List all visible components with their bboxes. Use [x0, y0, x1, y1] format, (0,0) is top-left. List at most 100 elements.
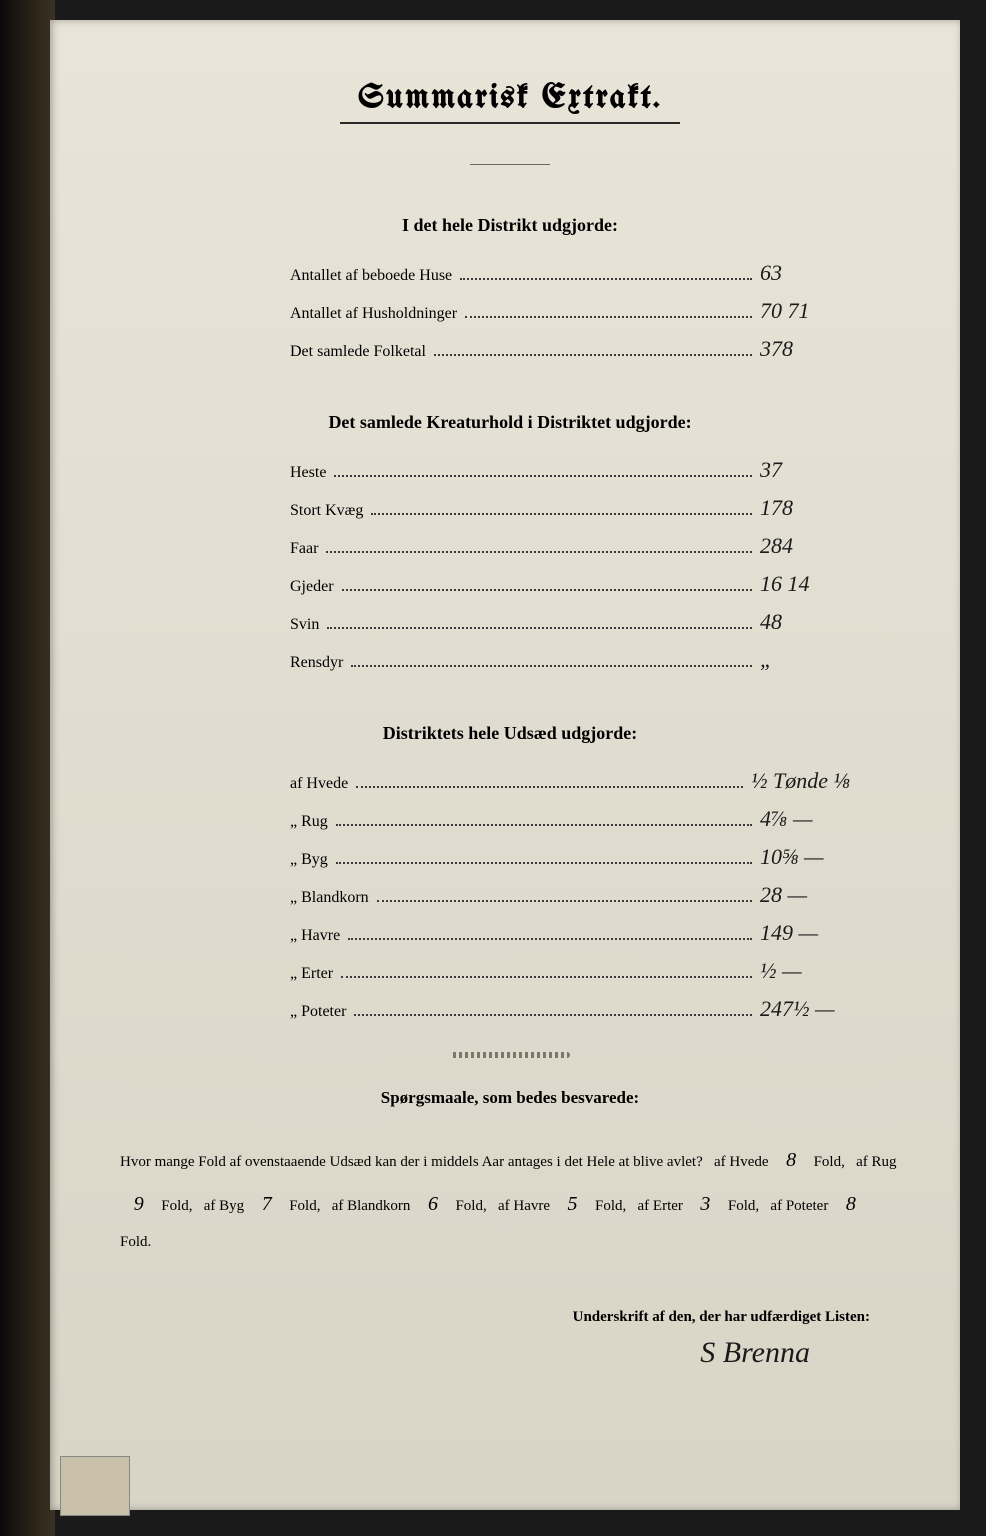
leader-dots [342, 589, 752, 591]
label: Antallet af Husholdninger [290, 305, 457, 323]
book-binding [0, 0, 55, 1536]
title-underline [340, 122, 680, 124]
row-houses: Antallet af beboede Huse 63 [290, 260, 850, 286]
leader-dots [336, 824, 752, 826]
page-tab [60, 1456, 130, 1516]
leader-dots [336, 862, 752, 864]
q-crop: af Poteter [770, 1198, 828, 1214]
label: Svin [290, 616, 319, 634]
q-fold: 9 [124, 1182, 154, 1226]
row-reindeer: Rensdyr „ [290, 647, 850, 673]
leader-dots [356, 786, 743, 788]
label: „ Rug [290, 813, 328, 831]
label: Faar [290, 540, 318, 558]
value: 10⅝ — [760, 844, 850, 870]
fold-word: Fold, [814, 1154, 845, 1170]
leader-dots [348, 938, 752, 940]
q-crop: af Erter [638, 1198, 683, 1214]
q-fold: 8 [836, 1182, 866, 1226]
label: Stort Kvæg [290, 502, 363, 520]
row-wheat: af Hvede ½ Tønde ⅛ [290, 768, 850, 794]
leader-dots [465, 316, 752, 318]
row-rye: „ Rug 4⅞ — [290, 806, 850, 832]
row-mixed-grain: „ Blandkorn 28 — [290, 882, 850, 908]
q-fold: 8 [776, 1138, 806, 1182]
q-fold: 5 [558, 1182, 588, 1226]
label: „ Havre [290, 927, 340, 945]
label: Rensdyr [290, 654, 343, 672]
value: 378 [760, 336, 850, 362]
label: „ Erter [290, 965, 333, 983]
leader-dots [377, 900, 752, 902]
leader-dots [354, 1014, 752, 1016]
leader-dots [326, 551, 752, 553]
value: 284 [760, 533, 850, 559]
page-title: Summarisk Extrakt. [110, 80, 910, 116]
value: ½ Tønde ⅛ [751, 768, 850, 794]
label: af Hvede [290, 775, 348, 793]
value: 178 [760, 495, 850, 521]
fold-word: Fold, [455, 1198, 486, 1214]
label: „ Blandkorn [290, 889, 369, 907]
row-potatoes: „ Poteter 247½ — [290, 996, 850, 1022]
label: Det samlede Folketal [290, 343, 426, 361]
signature-label: Underskrift af den, der har udfærdiget L… [110, 1309, 870, 1326]
fold-word: Fold, [595, 1198, 626, 1214]
signature-name: S Brenna [110, 1336, 810, 1370]
questions-body: Hvor mange Fold af ovenstaaende Udsæd ka… [110, 1138, 910, 1259]
value: 16 14 [760, 571, 850, 597]
leader-dots [371, 513, 752, 515]
value: 4⅞ — [760, 806, 850, 832]
row-cattle: Stort Kvæg 178 [290, 495, 850, 521]
section3-heading: Distriktets hele Udsæd udgjorde: [110, 723, 910, 744]
questions-heading: Spørgsmaale, som bedes besvarede: [110, 1088, 910, 1108]
leader-dots [341, 976, 752, 978]
ornament-rule [470, 164, 550, 165]
value: 247½ — [760, 996, 850, 1022]
row-oats: „ Havre 149 — [290, 920, 850, 946]
ornament-wavy [450, 1052, 570, 1058]
value: 70 71 [760, 298, 850, 324]
row-population: Det samlede Folketal 378 [290, 336, 850, 362]
row-households: Antallet af Husholdninger 70 71 [290, 298, 850, 324]
label: Gjeder [290, 578, 334, 596]
q-crop: af Havre [498, 1198, 550, 1214]
leader-dots [434, 354, 752, 356]
value: 28 — [760, 882, 850, 908]
fold-word: Fold. [120, 1234, 151, 1250]
leader-dots [351, 665, 752, 667]
section2-heading: Det samlede Kreaturhold i Distriktet udg… [110, 412, 910, 433]
row-peas: „ Erter ½ — [290, 958, 850, 984]
value: 37 [760, 457, 850, 483]
label: „ Poteter [290, 1003, 346, 1021]
document-page: Summarisk Extrakt. I det hele Distrikt u… [50, 20, 960, 1510]
value: 149 — [760, 920, 850, 946]
q-fold: 3 [690, 1182, 720, 1226]
q-crop: af Hvede [714, 1154, 769, 1170]
section1-heading: I det hele Distrikt udgjorde: [110, 215, 910, 236]
value: ½ — [760, 958, 850, 984]
label: „ Byg [290, 851, 328, 869]
label: Antallet af beboede Huse [290, 267, 452, 285]
fold-word: Fold, [289, 1198, 320, 1214]
q-fold: 6 [418, 1182, 448, 1226]
leader-dots [327, 627, 752, 629]
row-pigs: Svin 48 [290, 609, 850, 635]
q-crop: af Blandkorn [332, 1198, 411, 1214]
value: 48 [760, 609, 850, 635]
q-fold: 7 [252, 1182, 282, 1226]
value: 63 [760, 260, 850, 286]
fold-word: Fold, [161, 1198, 192, 1214]
leader-dots [334, 475, 752, 477]
q-crop: af Byg [204, 1198, 244, 1214]
value: „ [760, 647, 850, 673]
row-horses: Heste 37 [290, 457, 850, 483]
label: Heste [290, 464, 326, 482]
row-goats: Gjeder 16 14 [290, 571, 850, 597]
row-barley: „ Byg 10⅝ — [290, 844, 850, 870]
row-sheep: Faar 284 [290, 533, 850, 559]
leader-dots [460, 278, 752, 280]
questions-intro: Hvor mange Fold af ovenstaaende Udsæd ka… [120, 1154, 703, 1170]
q-crop: af Rug [856, 1154, 896, 1170]
fold-word: Fold, [728, 1198, 759, 1214]
